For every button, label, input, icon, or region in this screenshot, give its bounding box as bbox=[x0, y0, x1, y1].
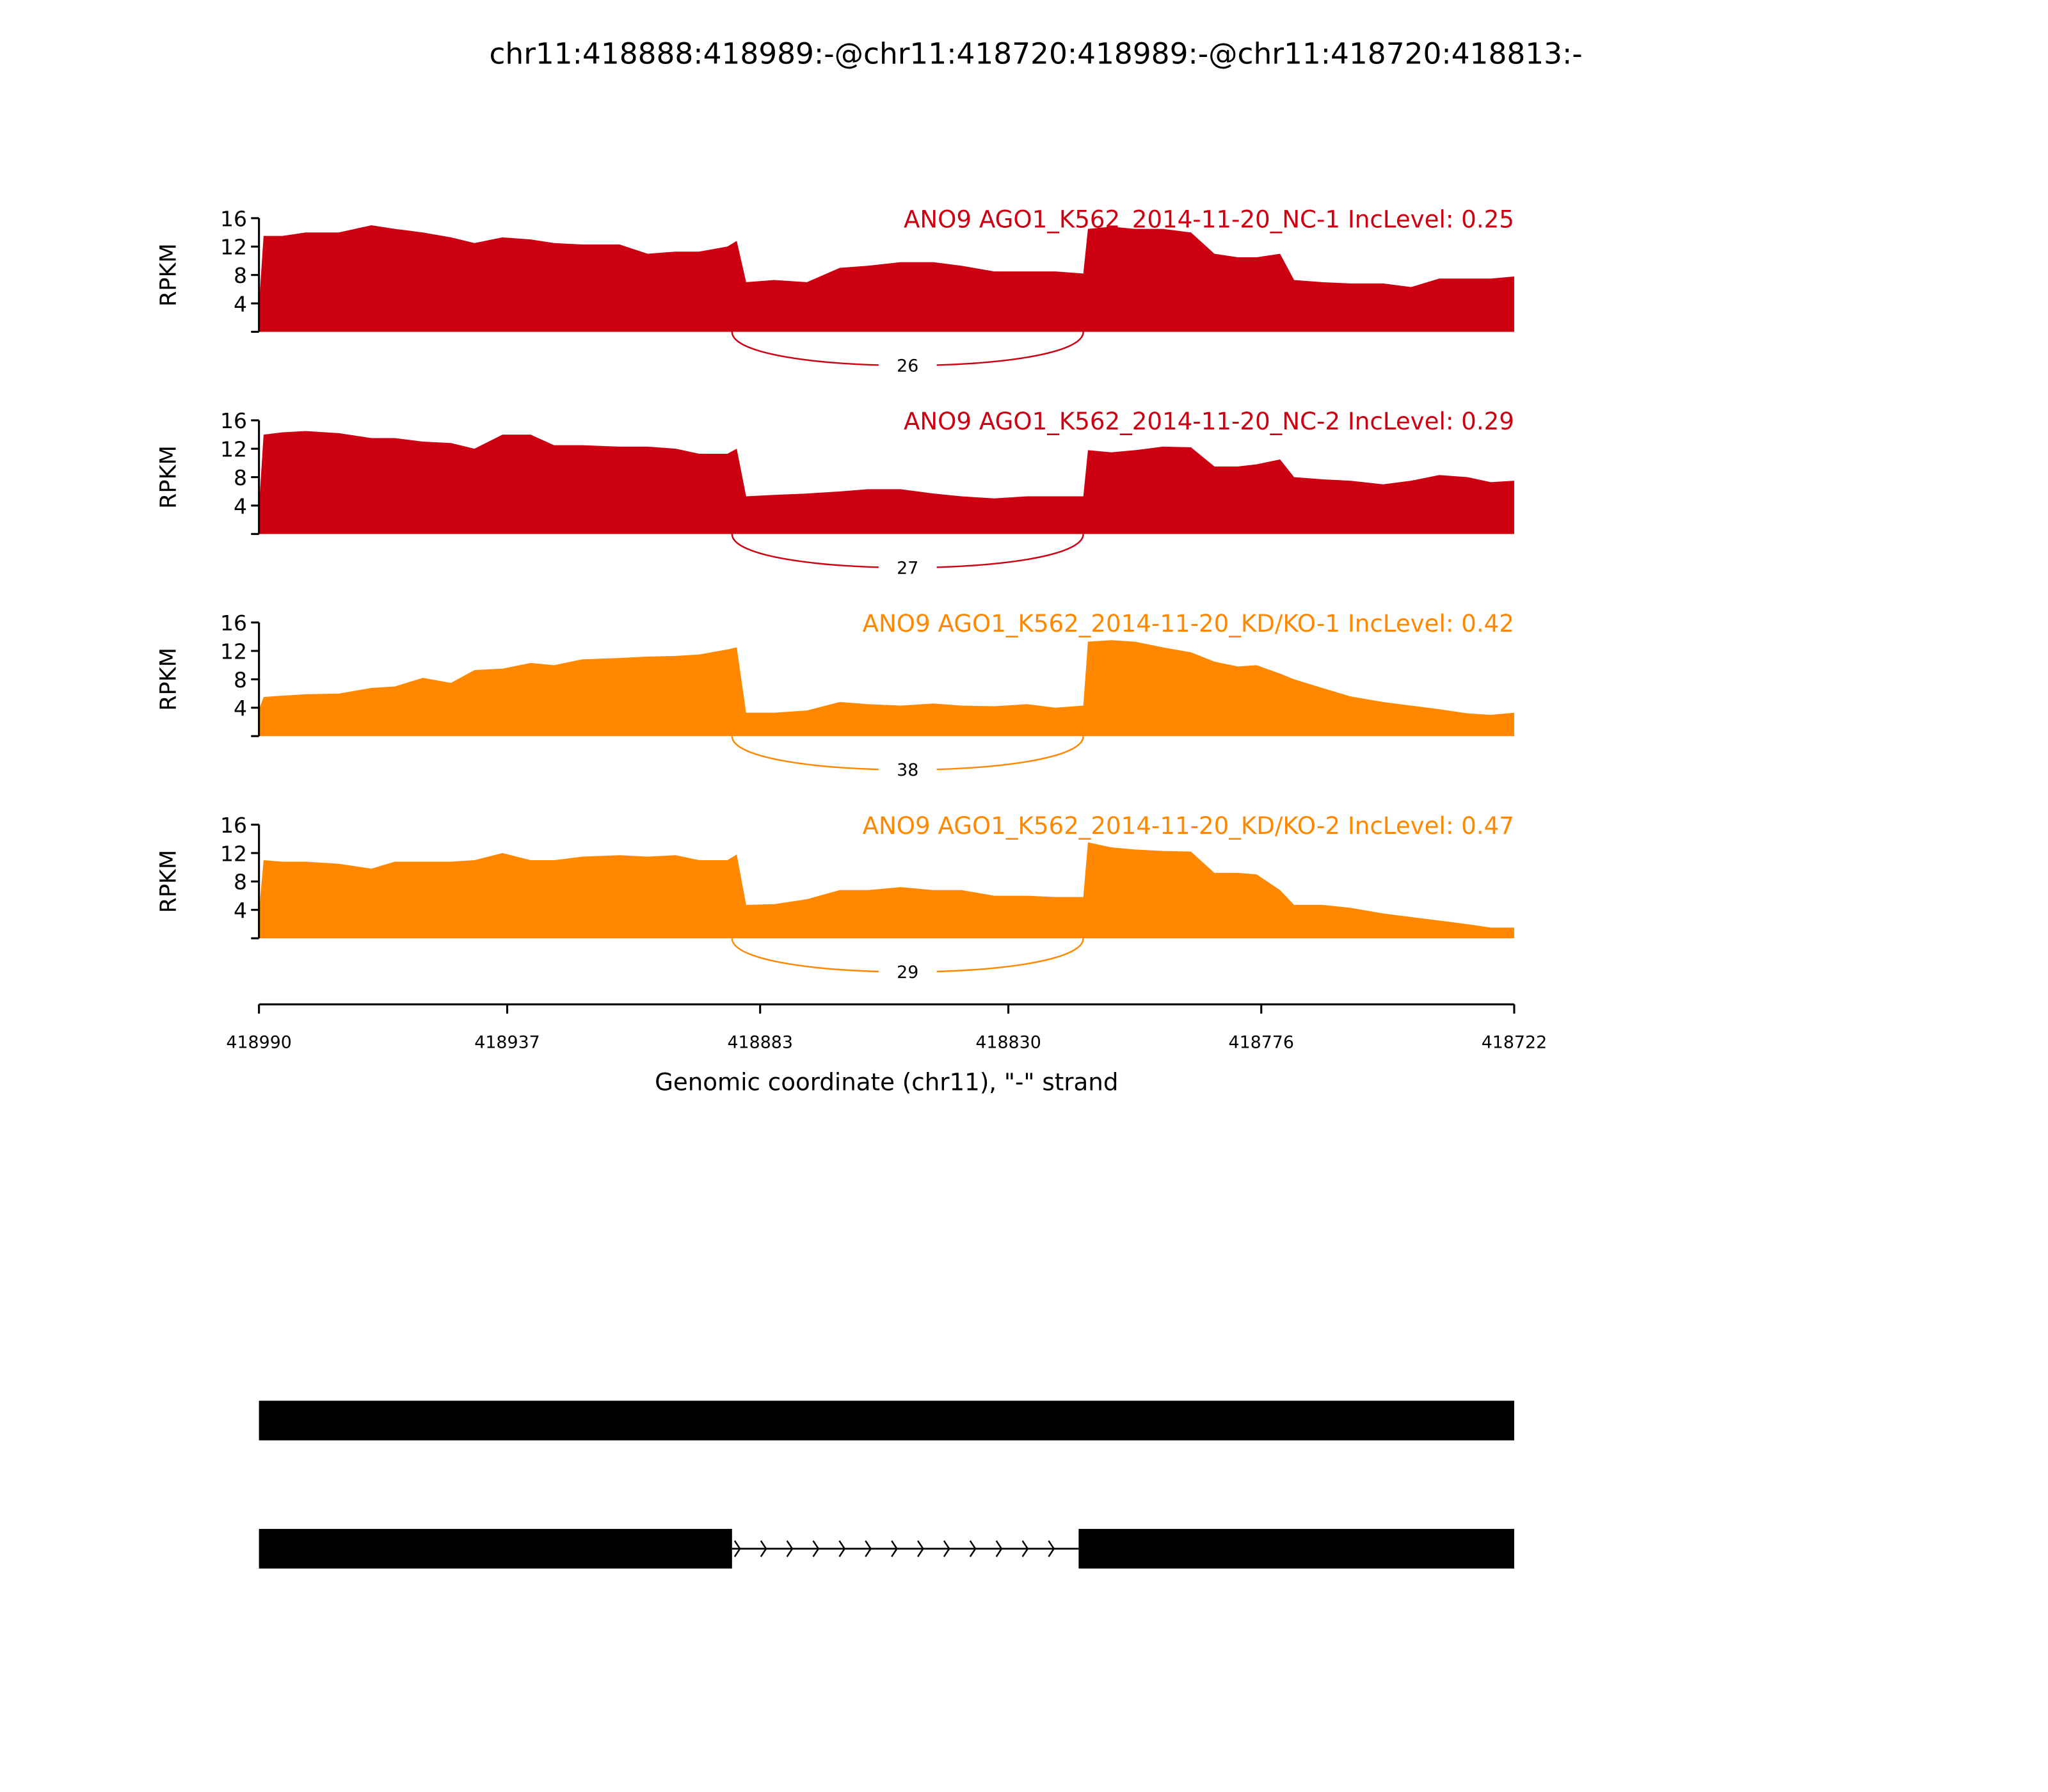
y-tick-label: 4 bbox=[234, 696, 247, 721]
strand-chevron-icon bbox=[943, 1540, 950, 1557]
y-tick-label: 8 bbox=[234, 263, 247, 288]
y-tick-label: 8 bbox=[234, 668, 247, 692]
strand-chevron-icon bbox=[812, 1540, 820, 1557]
strand-chevron-icon bbox=[1048, 1540, 1055, 1557]
gene-models bbox=[259, 1400, 1514, 1569]
x-tick-label: 418722 bbox=[1482, 1032, 1547, 1052]
junction-count: 26 bbox=[897, 356, 918, 376]
strand-chevron-icon bbox=[838, 1540, 846, 1557]
track-label: ANO9 AGO1_K562_2014-11-20_KD/KO-1 IncLev… bbox=[863, 610, 1514, 637]
junction-label-bg bbox=[878, 757, 937, 781]
exon-block bbox=[259, 1528, 732, 1569]
chart-title: chr11:418888:418989:-@chr11:418720:41898… bbox=[489, 36, 1582, 70]
coverage-tracks: 4 8 12 16 RPKM ANO9 AGO1_K562_2014-11-20_NC-1… bbox=[156, 205, 1514, 984]
junction-label-bg bbox=[878, 959, 937, 984]
y-axis-label: RPKM bbox=[156, 445, 182, 509]
y-tick-label: 16 bbox=[220, 813, 247, 838]
strand-chevron-icon bbox=[891, 1540, 898, 1557]
junction-label-bg bbox=[878, 555, 937, 579]
strand-chevron-icon bbox=[995, 1540, 1003, 1557]
y-axis-label: RPKM bbox=[156, 648, 182, 711]
x-tick-label: 418776 bbox=[1229, 1032, 1294, 1052]
x-tick-label: 418990 bbox=[226, 1032, 291, 1052]
y-tick-label: 12 bbox=[220, 235, 247, 260]
track-label: ANO9 AGO1_K562_2014-11-20_NC-1 IncLevel:… bbox=[904, 205, 1514, 233]
exon-block bbox=[1078, 1528, 1514, 1569]
junction-count: 38 bbox=[897, 760, 918, 780]
y-tick-label: 16 bbox=[220, 206, 247, 231]
track-1: 4 8 12 16 RPKM ANO9 AGO1_K562_2014-11-20_NC-1… bbox=[156, 205, 1514, 377]
x-tick-label: 418883 bbox=[727, 1032, 792, 1052]
y-axis-label: RPKM bbox=[156, 850, 182, 913]
strand-chevron-icon bbox=[969, 1540, 977, 1557]
strand-chevron-icon bbox=[786, 1540, 794, 1557]
strand-chevron-icon bbox=[1021, 1540, 1029, 1557]
y-tick-label: 4 bbox=[234, 898, 247, 923]
junction-label-bg bbox=[878, 353, 937, 377]
x-tick-label: 418937 bbox=[474, 1032, 540, 1052]
strand-chevron-icon bbox=[917, 1540, 924, 1557]
track-label: ANO9 AGO1_K562_2014-11-20_NC-2 IncLevel:… bbox=[904, 408, 1514, 435]
strand-chevron-icon bbox=[733, 1540, 741, 1557]
coverage-area bbox=[259, 431, 1514, 534]
y-tick-label: 8 bbox=[234, 870, 247, 895]
x-axis-label: Genomic coordinate (chr11), "-" strand bbox=[655, 1068, 1118, 1096]
junction-count: 29 bbox=[897, 963, 918, 982]
junction-count: 27 bbox=[897, 558, 918, 578]
strand-chevron-icon bbox=[865, 1540, 872, 1557]
track-label: ANO9 AGO1_K562_2014-11-20_KD/KO-2 IncLev… bbox=[863, 812, 1514, 840]
x-tick-label: 418830 bbox=[975, 1032, 1041, 1052]
y-tick-label: 12 bbox=[220, 841, 247, 866]
y-axis-label: RPKM bbox=[156, 243, 182, 307]
gene-model-2 bbox=[259, 1528, 1514, 1569]
x-axis: 418990 418937 418883 418830 418776 418722 bbox=[226, 1003, 1547, 1052]
y-tick-label: 12 bbox=[220, 437, 247, 462]
track-3: 4 8 12 16 RPKM ANO9 AGO1_K562_2014-11-20_KD/K… bbox=[156, 610, 1514, 781]
y-tick-label: 16 bbox=[220, 611, 247, 636]
track-2: 4 8 12 16 RPKM ANO9 AGO1_K562_2014-11-20_NC-2… bbox=[156, 408, 1514, 579]
y-tick-label: 12 bbox=[220, 639, 247, 664]
y-tick-label: 8 bbox=[234, 465, 247, 490]
coverage-area bbox=[259, 225, 1514, 332]
track-4: 4 8 12 16 RPKM ANO9 AGO1_K562_2014-11-20_KD/K… bbox=[156, 812, 1514, 984]
y-tick-label: 4 bbox=[234, 291, 247, 316]
strand-chevron-icon bbox=[760, 1540, 767, 1557]
y-tick-label: 4 bbox=[234, 493, 247, 518]
exon-block bbox=[259, 1400, 1514, 1441]
y-tick-label: 16 bbox=[220, 408, 247, 433]
coverage-area bbox=[259, 842, 1514, 939]
gene-model-1 bbox=[259, 1400, 1514, 1441]
coverage-area bbox=[259, 640, 1514, 737]
